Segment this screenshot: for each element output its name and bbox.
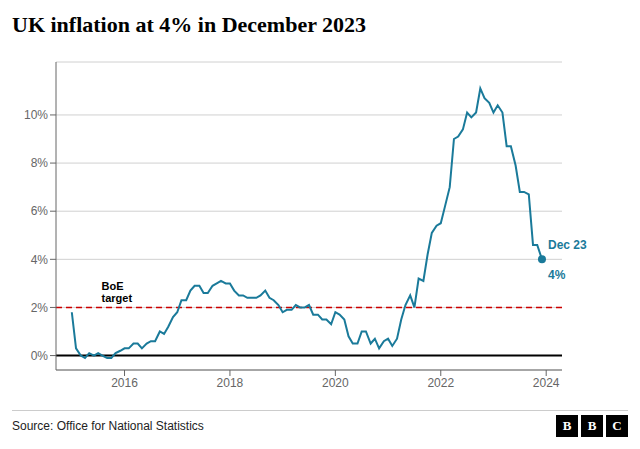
html-text:Source: Office for National St: Source: Office for National Statistics bbox=[12, 419, 204, 433]
svg-text:2020: 2020 bbox=[322, 376, 349, 390]
svg-text:4%: 4% bbox=[548, 268, 566, 282]
svg-text:4%: 4% bbox=[31, 253, 49, 267]
svg-text:2022: 2022 bbox=[427, 376, 454, 390]
svg-text:2024: 2024 bbox=[533, 376, 560, 390]
svg-text:2018: 2018 bbox=[217, 376, 244, 390]
html-text:UK inflation at 4% in December: UK inflation at 4% in December 2023 bbox=[12, 12, 366, 37]
html-text:B: B bbox=[587, 418, 597, 433]
html-text:B: B bbox=[562, 418, 572, 433]
svg-text:6%: 6% bbox=[31, 204, 49, 218]
html-text:C: C bbox=[612, 418, 622, 433]
svg-text:0%: 0% bbox=[31, 349, 49, 363]
svg-text:2%: 2% bbox=[31, 301, 49, 315]
svg-text:2016: 2016 bbox=[111, 376, 138, 390]
svg-text:Dec 23: Dec 23 bbox=[548, 238, 587, 252]
svg-text:10%: 10% bbox=[24, 108, 48, 122]
svg-text:8%: 8% bbox=[31, 156, 49, 170]
svg-text:BoEtarget: BoEtarget bbox=[102, 280, 133, 304]
